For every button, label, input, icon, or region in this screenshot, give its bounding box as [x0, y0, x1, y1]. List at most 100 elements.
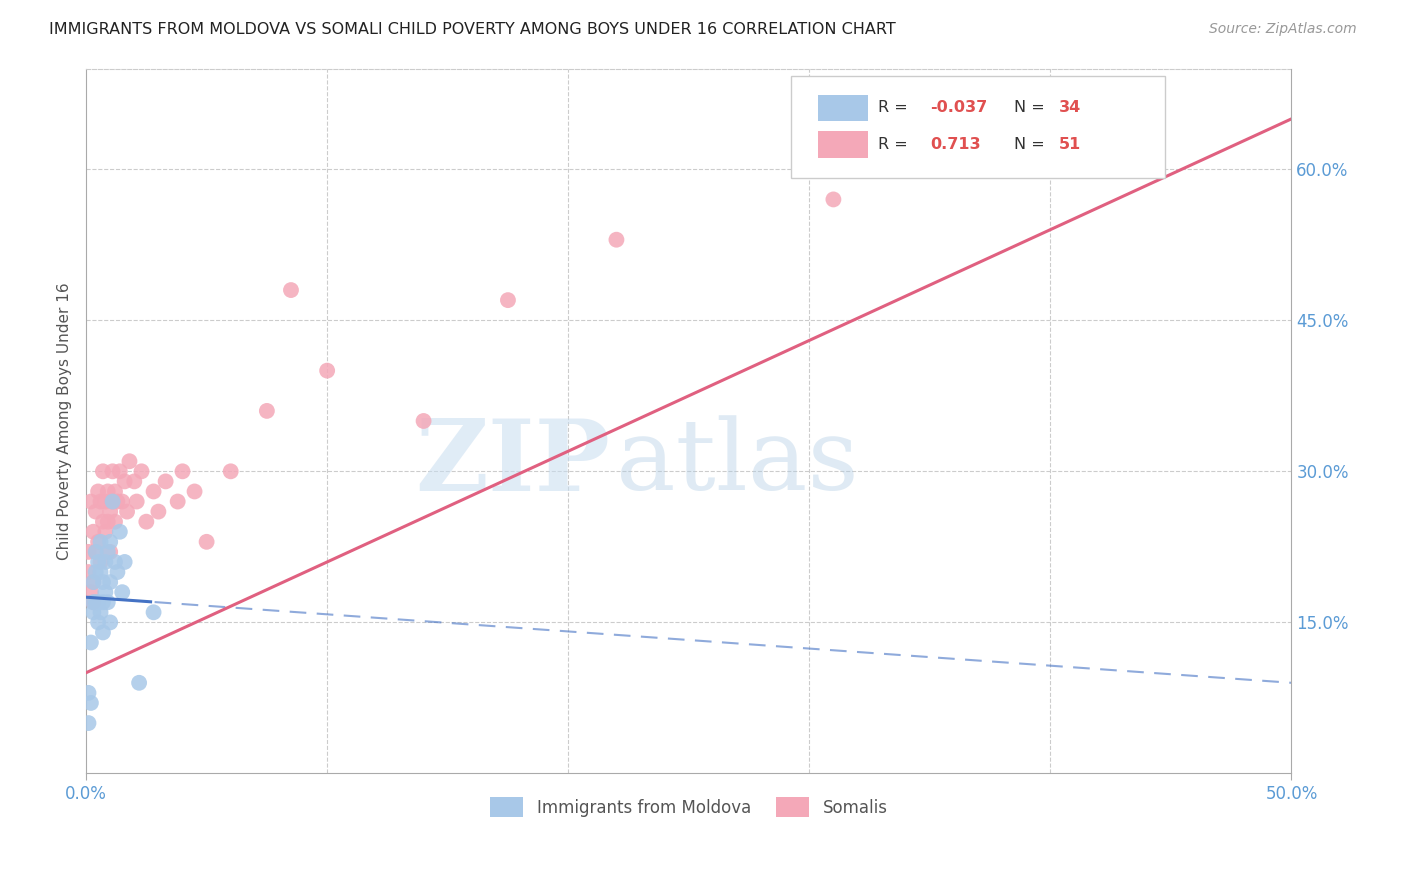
Point [77, 686, 100, 700]
Point [90, 605, 112, 619]
Point [97, 515, 120, 529]
Point [115, 505, 138, 519]
Point [77, 565, 100, 579]
Text: -0.037: -0.037 [929, 101, 987, 115]
Text: IMMIGRANTS FROM MOLDOVA VS SOMALI CHILD POVERTY AMONG BOYS UNDER 16 CORRELATION : IMMIGRANTS FROM MOLDOVA VS SOMALI CHILD … [49, 22, 896, 37]
Point [98, 615, 121, 630]
Point [80, 696, 103, 710]
Point [124, 475, 146, 489]
Text: Source: ZipAtlas.com: Source: ZipAtlas.com [1209, 22, 1357, 37]
Point [97, 484, 120, 499]
Point [94, 585, 117, 599]
Point [90, 534, 112, 549]
Point [219, 464, 242, 478]
FancyBboxPatch shape [792, 76, 1166, 178]
Point [316, 363, 339, 377]
Point [94, 494, 117, 508]
Point [114, 475, 136, 489]
Point [155, 475, 177, 489]
Text: 51: 51 [1059, 137, 1081, 153]
Point [104, 555, 127, 569]
Point [82, 595, 104, 609]
Point [87, 555, 110, 569]
Point [104, 515, 127, 529]
Point [107, 565, 129, 579]
Point [82, 605, 104, 619]
Point [98, 575, 121, 590]
Point [97, 595, 120, 609]
Point [87, 615, 110, 630]
Point [80, 635, 103, 649]
Text: N =: N = [1014, 137, 1050, 153]
Point [280, 283, 302, 297]
Point [172, 464, 194, 478]
Text: atlas: atlas [616, 416, 859, 511]
Text: 34: 34 [1059, 101, 1081, 115]
Point [111, 585, 134, 599]
Point [183, 484, 205, 499]
Point [87, 534, 110, 549]
Point [97, 545, 120, 559]
Point [91, 575, 114, 590]
Point [77, 545, 100, 559]
Point [80, 585, 103, 599]
Point [91, 515, 114, 529]
Point [108, 524, 131, 539]
Point [101, 494, 124, 508]
Point [195, 534, 218, 549]
Point [94, 555, 117, 569]
Point [98, 505, 121, 519]
Point [131, 464, 153, 478]
Point [84, 595, 107, 609]
Point [91, 625, 114, 640]
Point [823, 193, 845, 207]
Point [118, 454, 141, 468]
Point [84, 545, 107, 559]
Point [412, 414, 434, 428]
Point [114, 555, 136, 569]
Text: R =: R = [877, 137, 912, 153]
Point [80, 494, 103, 508]
Point [98, 534, 121, 549]
Text: R =: R = [877, 101, 912, 115]
Point [148, 505, 170, 519]
Point [91, 595, 114, 609]
Point [108, 464, 131, 478]
Point [125, 494, 148, 508]
Point [142, 484, 165, 499]
Point [256, 404, 278, 418]
Bar [818, 131, 869, 158]
Point [496, 293, 519, 307]
Point [991, 152, 1014, 166]
Point [91, 464, 114, 478]
Point [82, 575, 104, 590]
Point [104, 484, 127, 499]
Point [90, 565, 112, 579]
Point [82, 595, 104, 609]
Bar [818, 95, 869, 121]
Point [107, 494, 129, 508]
Point [128, 675, 150, 690]
Point [94, 524, 117, 539]
Point [82, 575, 104, 590]
Point [166, 494, 188, 508]
Legend: Immigrants from Moldova, Somalis: Immigrants from Moldova, Somalis [482, 789, 896, 825]
Y-axis label: Child Poverty Among Boys Under 16: Child Poverty Among Boys Under 16 [58, 282, 72, 560]
Point [90, 555, 112, 569]
Point [87, 595, 110, 609]
Point [82, 524, 104, 539]
Point [84, 545, 107, 559]
Point [84, 565, 107, 579]
Point [111, 494, 134, 508]
Point [84, 505, 107, 519]
Point [605, 233, 627, 247]
Point [90, 494, 112, 508]
Point [101, 464, 124, 478]
Text: N =: N = [1014, 101, 1050, 115]
Point [135, 515, 157, 529]
Point [142, 605, 165, 619]
Point [101, 494, 124, 508]
Point [98, 545, 121, 559]
Point [77, 716, 100, 731]
Text: ZIP: ZIP [416, 415, 610, 512]
